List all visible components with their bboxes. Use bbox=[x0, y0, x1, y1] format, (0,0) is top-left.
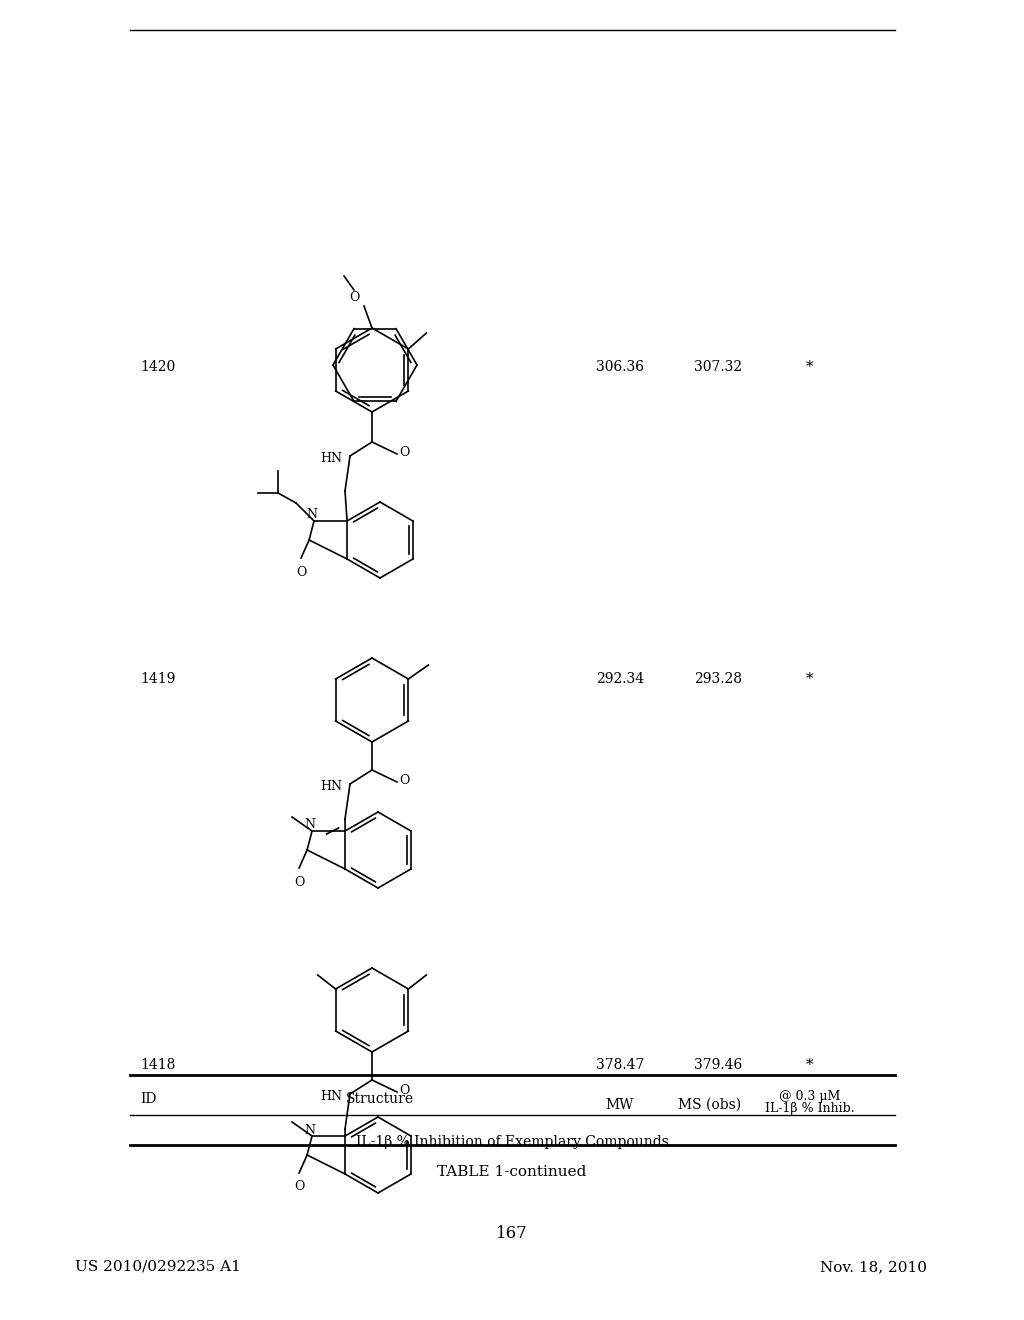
Text: 1420: 1420 bbox=[140, 360, 175, 374]
Text: MS (obs): MS (obs) bbox=[679, 1098, 741, 1111]
Text: TABLE 1-continued: TABLE 1-continued bbox=[437, 1166, 587, 1179]
Text: *: * bbox=[806, 1059, 814, 1072]
Text: N: N bbox=[304, 1123, 315, 1137]
Text: MW: MW bbox=[606, 1098, 634, 1111]
Text: O: O bbox=[296, 565, 306, 578]
Text: 293.28: 293.28 bbox=[694, 672, 742, 686]
Text: N: N bbox=[304, 818, 315, 832]
Text: *: * bbox=[806, 360, 814, 374]
Text: ID: ID bbox=[140, 1092, 157, 1106]
Text: O: O bbox=[294, 875, 304, 888]
Text: O: O bbox=[349, 292, 359, 305]
Text: HN: HN bbox=[319, 780, 342, 792]
Text: O: O bbox=[294, 1180, 304, 1193]
Text: Nov. 18, 2010: Nov. 18, 2010 bbox=[820, 1261, 927, 1274]
Text: 292.34: 292.34 bbox=[596, 672, 644, 686]
Text: 379.46: 379.46 bbox=[694, 1059, 742, 1072]
Text: 167: 167 bbox=[496, 1225, 528, 1242]
Text: O: O bbox=[398, 774, 410, 787]
Text: O: O bbox=[398, 1084, 410, 1097]
Text: 1419: 1419 bbox=[140, 672, 175, 686]
Text: US 2010/0292235 A1: US 2010/0292235 A1 bbox=[75, 1261, 241, 1274]
Text: HN: HN bbox=[319, 1089, 342, 1102]
Text: IL-1β % Inhib.: IL-1β % Inhib. bbox=[765, 1102, 855, 1115]
Text: IL-1β % Inhibition of Exemplary Compounds: IL-1β % Inhibition of Exemplary Compound… bbox=[355, 1135, 669, 1148]
Text: N: N bbox=[306, 508, 317, 521]
Text: HN: HN bbox=[319, 451, 342, 465]
Text: Structure: Structure bbox=[346, 1092, 414, 1106]
Text: 378.47: 378.47 bbox=[596, 1059, 644, 1072]
Text: O: O bbox=[398, 446, 410, 458]
Text: 1418: 1418 bbox=[140, 1059, 175, 1072]
Text: 307.32: 307.32 bbox=[694, 360, 742, 374]
Text: *: * bbox=[806, 672, 814, 686]
Text: 306.36: 306.36 bbox=[596, 360, 644, 374]
Text: @ 0.3 μM: @ 0.3 μM bbox=[779, 1090, 841, 1104]
